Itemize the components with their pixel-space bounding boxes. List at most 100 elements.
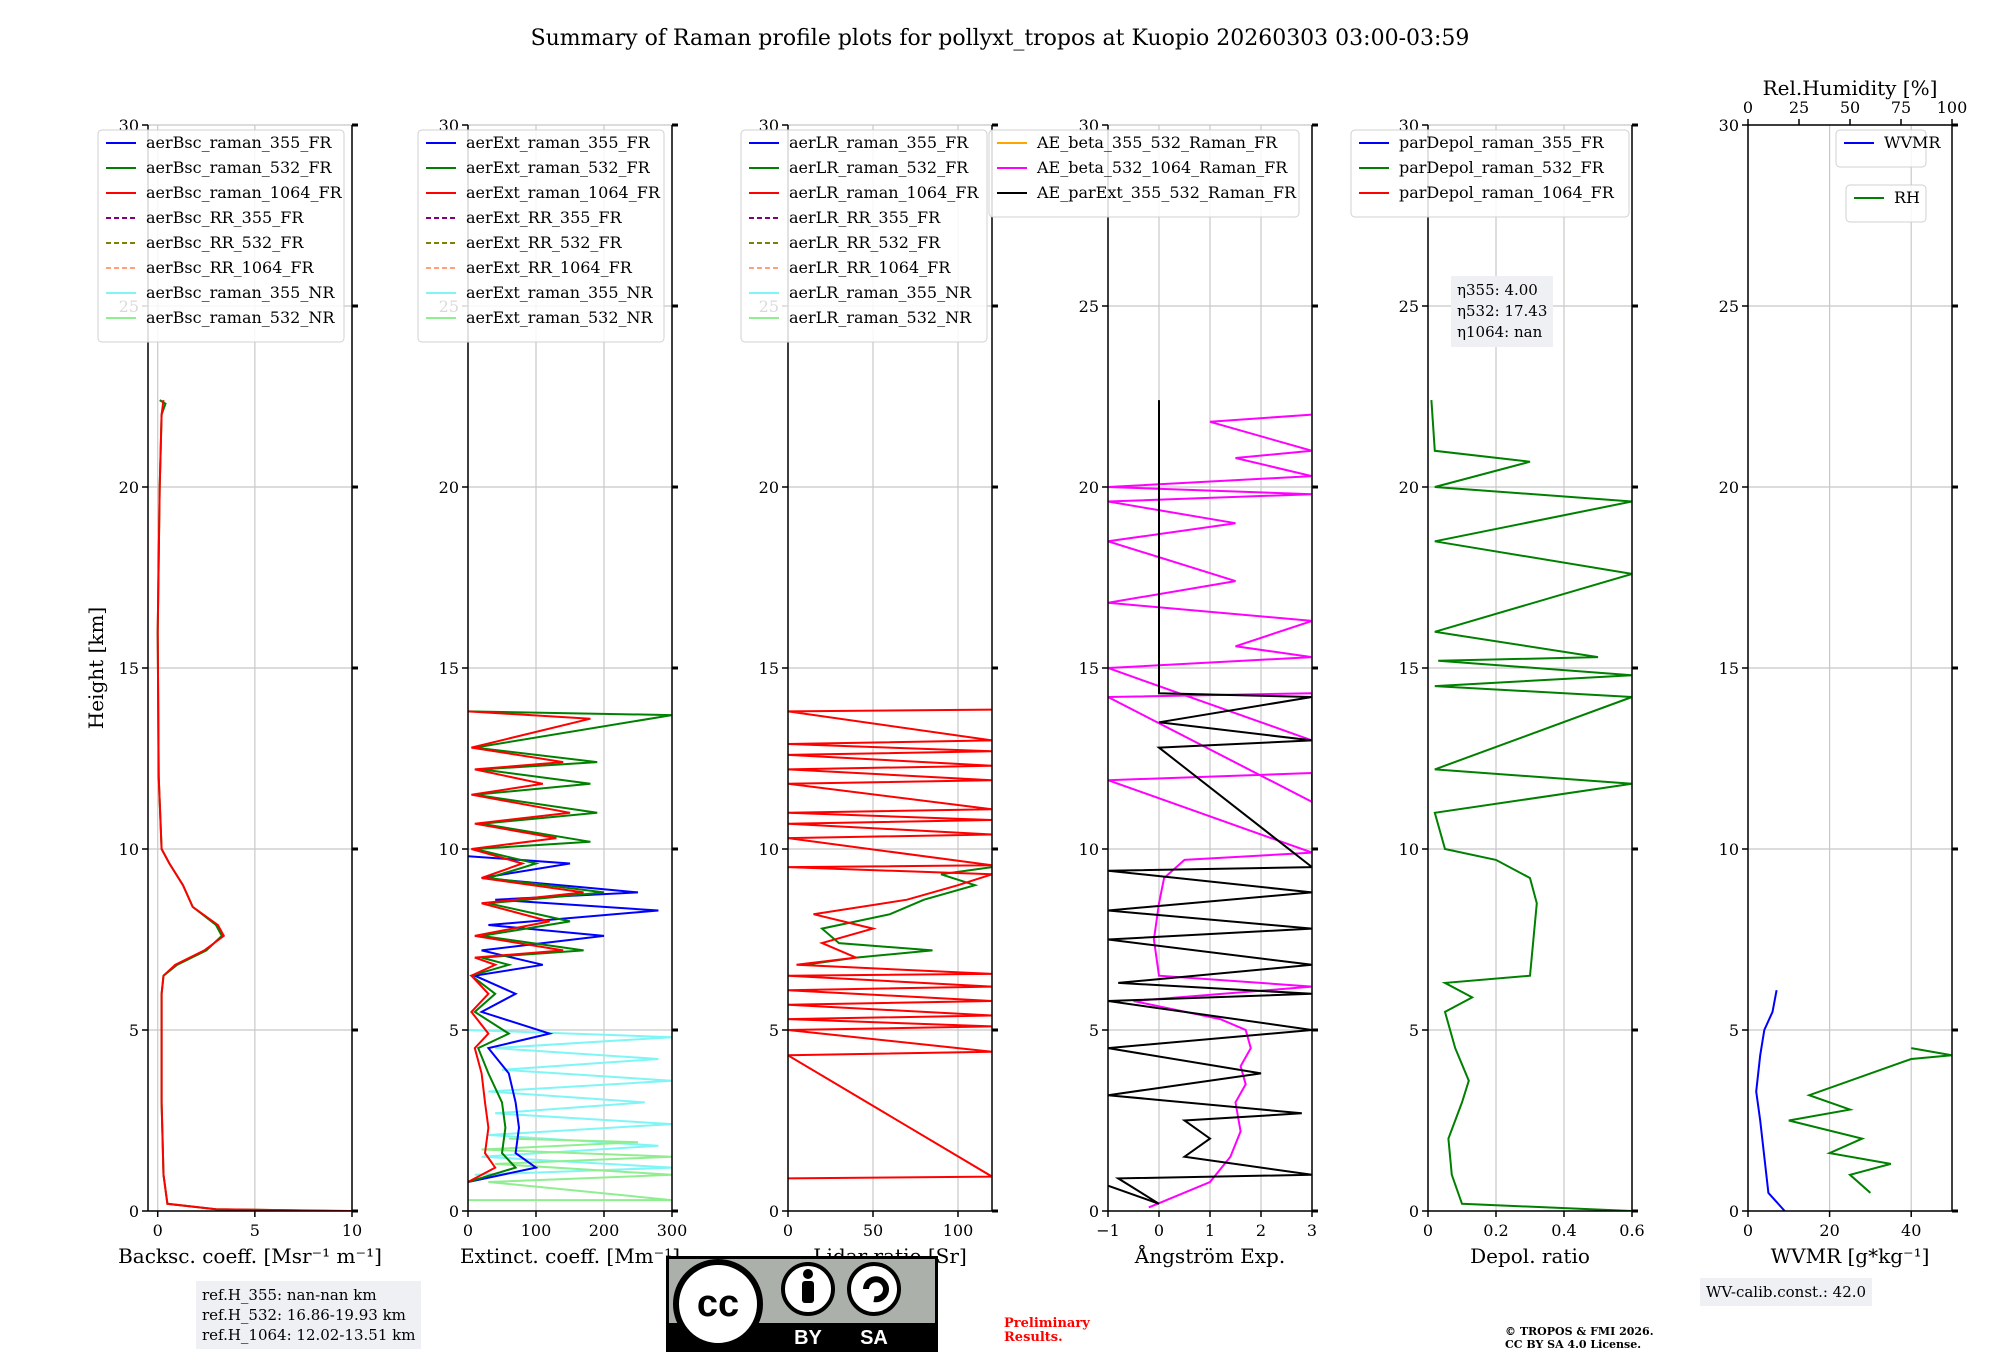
series-AE_beta_532_1064_Raman_FR (1108, 413, 1312, 1209)
preliminary-line-2: Results. (1004, 1330, 1063, 1345)
ytick-label: 0 (129, 1202, 139, 1221)
ytick-label: 15 (1399, 659, 1419, 678)
ref-h-1064: ref.H_1064: 12.02-13.51 km (202, 1326, 416, 1344)
xtick-label: 0.2 (1483, 1221, 1508, 1240)
ytick-label: 10 (439, 840, 459, 859)
ytick-label: 25 (1719, 297, 1739, 316)
ytick-label: 10 (759, 840, 779, 859)
by-person-body (802, 1281, 814, 1303)
legend-entry: aerBsc_raman_532_FR (146, 158, 332, 177)
copyright-note: © TROPOS & FMI 2026. CC BY SA 4.0 Licens… (1505, 1325, 1654, 1351)
ref-h-355: ref.H_355: nan-nan km (202, 1286, 377, 1304)
by-person-head (803, 1269, 813, 1279)
legend-entry: AE_parExt_355_532_Raman_FR (1036, 183, 1297, 202)
xtick-label: 200 (589, 1221, 620, 1240)
series-parDepol_raman_532_FR (1430, 400, 1632, 1211)
series-aerBsc_raman_1064_FR (156, 399, 352, 1211)
series-aerLR_raman_532_FR (804, 866, 992, 966)
xtick-label: 2 (1256, 1221, 1266, 1240)
ytick-label: 20 (439, 478, 459, 497)
xtick-label: 100 (521, 1221, 552, 1240)
top-tick-label: 100 (1937, 98, 1968, 117)
ytick-label: 5 (449, 1021, 459, 1040)
reference-height-box: ref.H_355: nan-nan km ref.H_532: 16.86-1… (196, 1281, 422, 1349)
xtick-label: −1 (1096, 1221, 1120, 1240)
legend-entry: aerExt_RR_1064_FR (466, 258, 633, 277)
legend-entry: aerExt_RR_355_FR (466, 208, 623, 227)
copyright-line-2: CC BY SA 4.0 License. (1505, 1338, 1642, 1351)
eta-1064: η1064: nan (1457, 323, 1543, 341)
legend-entry: aerLR_RR_1064_FR (789, 258, 951, 277)
xtick-label: 10 (342, 1221, 362, 1240)
xtick-label: 20 (1819, 1221, 1839, 1240)
xtick-label: 0 (1423, 1221, 1433, 1240)
xtick-label: 0 (1743, 1221, 1753, 1240)
ytick-label: 10 (1399, 840, 1419, 859)
xtick-label: 0.6 (1619, 1221, 1644, 1240)
ytick-label: 20 (1079, 478, 1099, 497)
series-WVMR (1755, 990, 1786, 1211)
sa-share-icon (847, 1262, 901, 1316)
legend-entry: aerExt_raman_532_NR (466, 308, 654, 327)
ytick-label: 0 (1729, 1202, 1739, 1221)
x-axis-label: Depol. ratio (1470, 1244, 1590, 1268)
xtick-label: 50 (863, 1221, 883, 1240)
xtick-label: 300 (657, 1221, 688, 1240)
cc-by-sa-logo: cc BY SA (666, 1256, 938, 1352)
xtick-label: 5 (250, 1221, 260, 1240)
legend-frame (97, 129, 345, 343)
series-aerExt_raman_1064_FR (468, 710, 591, 1183)
ytick-label: 5 (1729, 1021, 1739, 1040)
legend-frame (988, 129, 1300, 218)
eta-box: η355: 4.00 η532: 17.43 η1064: nan (1451, 276, 1554, 347)
eta-532: η532: 17.43 (1457, 302, 1548, 320)
copyright-line-1: © TROPOS & FMI 2026. (1505, 1325, 1654, 1338)
panel-p2: 0510152025300100200300Extinct. coeff. [M… (417, 116, 688, 1268)
xtick-label: 40 (1901, 1221, 1921, 1240)
ytick-label: 5 (769, 1021, 779, 1040)
xtick-label: 3 (1307, 1221, 1317, 1240)
legend-frame (1835, 129, 1927, 168)
ytick-label: 20 (119, 478, 139, 497)
xtick-label: 0 (153, 1221, 163, 1240)
preliminary-note: Preliminary Results. (1004, 1317, 1090, 1345)
ytick-label: 20 (1719, 478, 1739, 497)
legend-entry: aerLR_raman_1064_FR (789, 183, 979, 202)
ytick-label: 0 (1409, 1202, 1419, 1221)
ytick-label: 0 (769, 1202, 779, 1221)
ytick-label: 25 (1399, 297, 1419, 316)
legend-entry: aerLR_RR_355_FR (789, 208, 941, 227)
ytick-label: 30 (1719, 116, 1739, 135)
legend: aerExt_raman_355_FR aerExt_raman_532_FRae… (417, 129, 665, 343)
ytick-label: 5 (1409, 1021, 1419, 1040)
legend: WVMR (1835, 129, 1941, 168)
ytick-label: 15 (439, 659, 459, 678)
series-aerLR_raman_1064_FR (788, 708, 992, 1180)
legend-entry: aerExt_RR_532_FR (466, 233, 623, 252)
legend-frame (1350, 129, 1630, 218)
legend-frame (1845, 184, 1927, 223)
xtick-label: 100 (943, 1221, 974, 1240)
eta-355: η355: 4.00 (1457, 281, 1538, 299)
cc-circle-icon (673, 1259, 763, 1349)
top-tick-label: 25 (1789, 98, 1809, 117)
top-tick-label: 50 (1840, 98, 1860, 117)
top-tick-label: 0 (1743, 98, 1753, 117)
legend: AE_beta_355_532_Raman_FR AE_beta_532_1064… (988, 129, 1300, 218)
legend: aerLR_raman_355_FR aerLR_raman_532_FR aerL… (740, 129, 988, 343)
legend: aerBsc_raman_355_FR aerBsc_raman_532_FRae… (97, 129, 345, 343)
sa-label: SA (860, 1327, 888, 1349)
xtick-label: 0.4 (1551, 1221, 1576, 1240)
x-axis-label: Extinct. coeff. [Mm⁻¹] (460, 1244, 680, 1268)
series-aerExt_raman_532_FR (468, 710, 672, 1183)
legend: RH (1845, 184, 1927, 223)
legend-entry: aerLR_raman_355_NR (789, 283, 972, 302)
xtick-label: 0 (463, 1221, 473, 1240)
figure-title: Summary of Raman profile plots for polly… (531, 26, 1470, 51)
ytick-label: 10 (1719, 840, 1739, 859)
ytick-label: 15 (1719, 659, 1739, 678)
panel-p3: 051015202530050100Lidar ratio [Sr]aerLR_… (740, 116, 998, 1268)
panel-p1: 0510152025300510Backsc. coeff. [Msr⁻¹ m⁻… (84, 116, 382, 1268)
top-tick-label: 75 (1891, 98, 1911, 117)
